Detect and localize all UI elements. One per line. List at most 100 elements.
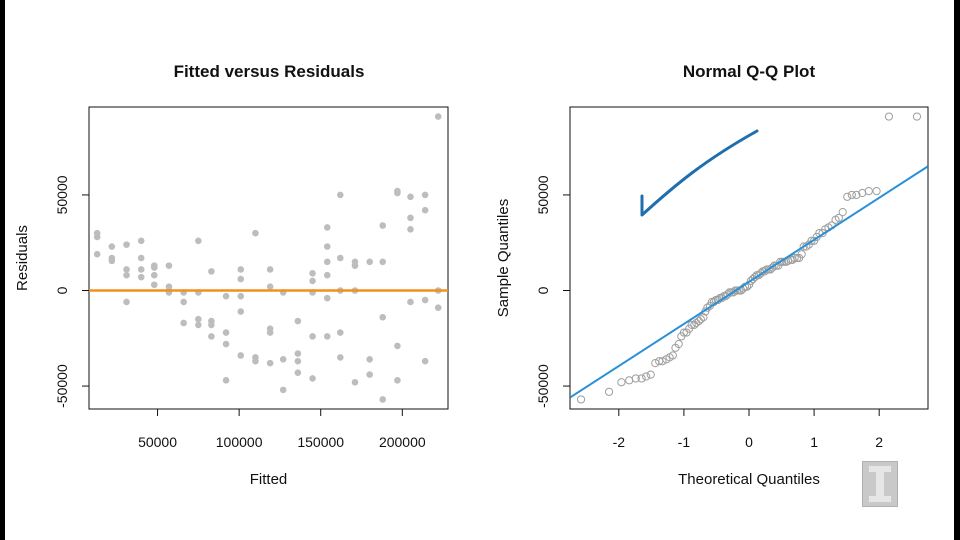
y-tick-label: -50000	[54, 364, 70, 408]
residual-point	[351, 262, 359, 269]
y-axis-label: Residuals	[14, 225, 31, 291]
residual-point	[407, 298, 414, 306]
residual-point	[266, 283, 274, 290]
qq-reference-line	[570, 165, 928, 399]
residual-point	[108, 257, 116, 265]
x-tick-label: 200000	[379, 434, 426, 450]
residual-point	[366, 258, 373, 266]
y-tick-label: 0	[54, 286, 70, 294]
x-tick-label: 100000	[216, 434, 263, 450]
slide: Fitted versus Residuals Fitted Residuals 50…	[5, 0, 954, 540]
qq-point	[637, 374, 646, 383]
residual-point	[150, 264, 158, 271]
qq-point	[834, 213, 843, 222]
plot-frame	[88, 106, 449, 410]
residual-point	[294, 369, 302, 376]
y-tick-label: -50000	[535, 364, 551, 408]
residual-point	[252, 357, 259, 365]
residual-point	[123, 271, 130, 279]
qq-point	[750, 273, 759, 282]
logo-bottom-bar	[869, 496, 891, 502]
qq-point	[668, 351, 677, 360]
x-tick-label: 150000	[297, 434, 344, 450]
residual-point	[266, 359, 274, 367]
qq-point	[646, 370, 655, 379]
pen-annotation-stroke	[640, 129, 759, 217]
residual-point	[407, 193, 414, 201]
qq-point	[872, 187, 881, 196]
qq-point	[604, 387, 614, 396]
logo-stem	[876, 472, 884, 496]
residual-point	[379, 313, 387, 321]
residual-point	[379, 258, 387, 266]
residual-point	[266, 266, 274, 273]
residual-point	[208, 321, 215, 329]
residual-point	[237, 292, 245, 300]
qq-point	[631, 374, 640, 383]
residual-point	[93, 250, 101, 258]
residual-point	[208, 333, 215, 340]
qq-point	[576, 395, 586, 404]
residual-point	[108, 243, 116, 250]
qq-point	[797, 250, 806, 259]
y-axis-label: Sample Quantiles	[495, 199, 512, 317]
residual-point	[421, 357, 429, 365]
qq-point	[687, 320, 696, 329]
residual-point	[150, 271, 158, 279]
x-axis-label: Fitted	[250, 471, 288, 488]
residual-point	[294, 357, 302, 365]
residual-point	[222, 340, 230, 348]
residual-point	[351, 378, 359, 386]
residual-point	[195, 237, 202, 245]
residual-point	[323, 243, 331, 250]
residual-point	[208, 268, 215, 275]
residual-point	[337, 191, 344, 199]
residual-point	[421, 206, 429, 214]
qq-point	[799, 242, 808, 251]
y-tick-label: 50000	[54, 175, 70, 214]
residual-point	[123, 298, 130, 306]
residual-point	[294, 317, 302, 325]
plot-area	[89, 113, 448, 403]
qq-point	[912, 112, 922, 121]
residual-point	[366, 371, 373, 378]
residual-point	[237, 275, 245, 283]
residual-point	[323, 224, 331, 231]
qq-point	[674, 339, 683, 349]
residual-point	[323, 271, 331, 279]
residual-point	[123, 266, 130, 273]
plot-title: Normal Q-Q Plot	[683, 62, 816, 81]
qq-point	[658, 357, 667, 366]
residual-point	[252, 229, 259, 237]
residual-point	[180, 319, 187, 327]
qq-point	[847, 190, 856, 200]
qq-point	[768, 263, 777, 272]
residual-point	[309, 375, 316, 382]
residual-point	[434, 304, 442, 311]
residual-point	[379, 396, 387, 403]
residual-point	[421, 296, 429, 304]
residual-point	[123, 241, 130, 248]
x-tick-label: 0	[745, 434, 753, 450]
qq-point	[699, 313, 708, 322]
residual-point	[195, 315, 202, 323]
residual-point	[137, 273, 145, 281]
residual-point	[279, 356, 287, 363]
residual-point	[394, 377, 401, 384]
residual-point	[309, 269, 316, 277]
residual-point	[237, 308, 245, 315]
residual-point	[309, 333, 316, 340]
qq-point	[617, 378, 626, 387]
qq-point	[807, 236, 816, 245]
plot-area	[570, 112, 928, 404]
residual-point	[366, 356, 373, 363]
residual-point	[222, 329, 230, 336]
qq-point	[884, 112, 894, 121]
qq-point	[696, 315, 705, 324]
residual-point	[323, 294, 331, 302]
qq-point	[852, 190, 861, 200]
residual-point	[195, 321, 202, 329]
residual-point	[137, 266, 145, 273]
logo-top-bar	[869, 466, 891, 472]
